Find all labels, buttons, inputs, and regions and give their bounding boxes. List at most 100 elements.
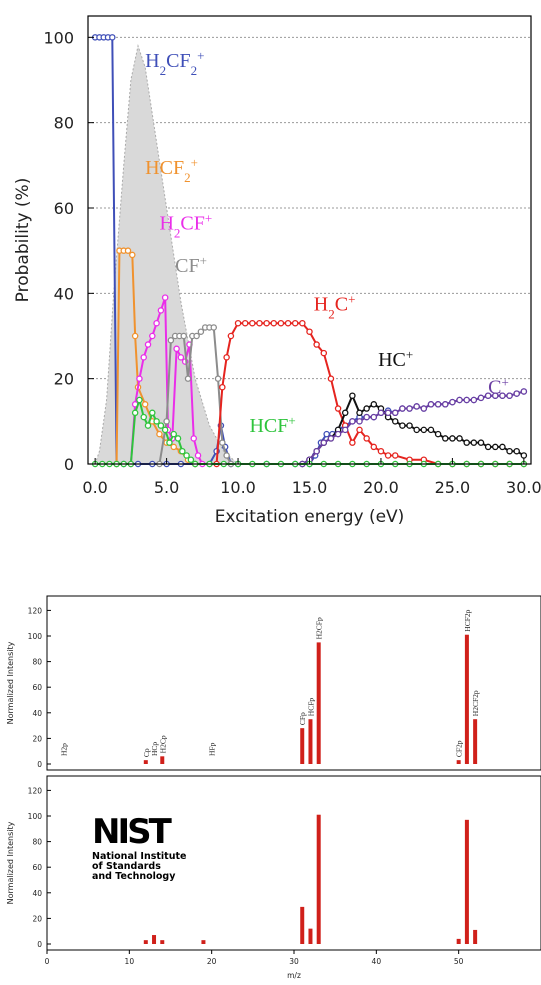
data-point [157,307,165,314]
data-point [492,392,499,399]
data-point [234,319,242,327]
data-point [506,447,513,455]
peak-label: H2Cp [158,735,167,753]
data-point [513,390,520,397]
x-tick-label: 50 [454,957,464,966]
peak-label: H2p [59,743,68,756]
data-point [223,452,230,459]
spectrum-bar [300,906,305,944]
data-point [356,409,363,417]
x-tick-label: 30.0 [506,478,541,497]
data-point [140,354,147,361]
data-point [341,426,349,434]
y-tick-label: 0 [37,940,42,949]
spectrum-bar [456,938,461,944]
x-axis-label: m/z [287,971,301,980]
data-point [370,413,378,421]
series-3 [156,324,235,468]
data-point [136,375,143,382]
peak-label: HCFp [306,698,315,717]
data-point [363,413,370,421]
peak-label: H2CFp [315,617,324,639]
data-point [413,426,420,434]
x-tick-label: 40 [372,957,382,966]
data-point [427,426,435,434]
spectrum-bar [201,940,206,944]
data-point [210,324,218,331]
data-point [109,34,116,41]
data-point [177,354,185,361]
data-point [156,430,163,438]
data-point [349,418,356,425]
series-label: HCF+ [249,413,295,438]
data-point [456,396,463,404]
data-point [214,375,222,382]
spectrum-bar [316,642,321,764]
data-point [334,430,342,438]
data-point [334,405,342,412]
nist-logo-line-3: and Technology [92,871,176,882]
y-tick-label: 100 [28,812,43,821]
data-point [370,443,378,451]
x-tick-label: 10 [125,957,135,966]
panel-frame [46,595,541,771]
data-point [173,345,180,353]
data-point [413,403,420,410]
data-point [434,430,442,438]
data-point [193,332,200,340]
data-point [327,375,335,382]
series-label: C+ [488,374,509,399]
y-tick-label: 40 [54,284,74,303]
data-point [284,319,292,327]
y-tick-label: 100 [43,28,74,47]
spectrum-bar [316,814,321,944]
nist-logo: NIST National Institute of Standards and… [92,812,186,882]
data-point [167,337,175,344]
y-tick-label: 40 [32,889,42,898]
data-point [129,251,136,259]
data-point [463,396,470,404]
data-point [434,401,442,408]
data-point [153,319,160,327]
y-axis-label: Normalized Intensity [6,641,15,724]
data-point [492,443,499,451]
y-tick-label: 60 [32,863,42,872]
data-point [463,439,470,446]
x-tick-label: 20 [207,957,217,966]
y-tick-label: 60 [54,199,74,218]
y-tick-label: 20 [32,734,42,743]
probability-chart: H2CF2+ HCF2+ H2CF+ CF+ H2C+ HC+ C+ HCF+ 0 20 40 60 8… [13,15,541,527]
data-point [277,319,285,327]
data-point [166,439,173,446]
data-point [484,443,492,451]
data-point [470,439,478,446]
spectrum-bar [473,929,478,944]
x-tick-label: 15.0 [292,478,328,497]
data-point [520,452,528,459]
data-point [377,409,385,417]
data-point [157,422,165,429]
data-point [140,413,147,421]
series-2 [127,294,206,468]
data-point [406,422,413,429]
data-point [197,328,205,335]
x-tick-label: 0 [45,957,50,966]
data-point [227,332,235,340]
data-point [180,332,187,340]
data-point [313,447,320,455]
nist-logo-line-1: National Institute [92,851,186,862]
data-point [341,409,349,417]
nist-wordmark: NIST [92,812,173,852]
data-point [223,354,230,361]
data-point [456,435,463,442]
series-1 [113,247,199,468]
data-point [477,439,485,446]
data-point [149,332,156,340]
series-label: H2C+ [314,291,356,321]
data-point [263,319,270,327]
y-axis-label: Probability (%) [13,178,33,303]
spectrum-bar [160,940,165,944]
series-label: CF+ [175,253,207,278]
spectrum-panel-0: 0 20 40 60 80 100 120 Normalized Intensity Cp H2C… [6,595,541,771]
